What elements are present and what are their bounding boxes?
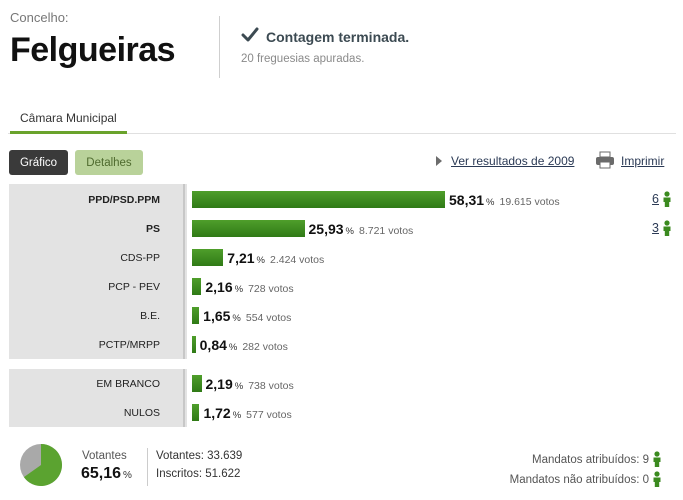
votantes-percentage: 65,16% [81, 465, 132, 483]
result-bar [192, 249, 224, 266]
person-icon [663, 220, 671, 236]
ver-resultados-2009-link[interactable]: Ver resultados de 2009 [451, 154, 575, 168]
result-pct: 0,84 [199, 337, 227, 353]
result-bar [192, 191, 445, 208]
status-subtitle: 20 freguesias apuradas. [241, 53, 365, 65]
mandatos-nao-atribuidos: Mandatos não atribuídos: 0 [509, 474, 649, 486]
result-bar [192, 307, 200, 324]
result-votos: 8.721 votos [359, 225, 414, 237]
pct-sign: % [232, 313, 241, 324]
mandatos-count[interactable]: 3 [652, 221, 659, 235]
panel-divider [183, 184, 185, 359]
party-name: NULOS [123, 407, 160, 419]
votantes-label: Votantes [82, 450, 127, 462]
status-title: Contagem terminada. [266, 29, 410, 45]
detalhes-button[interactable]: Detalhes [75, 150, 143, 175]
result-votos: 19.615 votos [499, 196, 560, 208]
party-name: B.E. [140, 310, 160, 322]
result-value: 1,65% 554 votos [203, 308, 291, 324]
result-bar [192, 336, 196, 353]
grafico-button[interactable]: Gráfico [9, 150, 68, 175]
party-name: PCP - PEV [108, 281, 160, 293]
result-votos: 577 votos [246, 409, 292, 421]
pie-icon [20, 444, 63, 486]
person-icon [653, 451, 661, 467]
imprimir-link[interactable]: Imprimir [621, 154, 665, 168]
tab-bar-divider [8, 133, 676, 134]
party-labels-panel [9, 184, 187, 359]
printer-icon[interactable] [595, 151, 615, 169]
pie-turnout-slice [23, 444, 63, 486]
pct-sign: % [232, 410, 242, 421]
pct-sign: % [256, 255, 265, 266]
tab-camara-municipal[interactable]: Câmara Municipal [10, 108, 127, 134]
concelho-label: Concelho: [10, 10, 69, 25]
result-pct: 2,19 [205, 376, 233, 392]
panel-divider [183, 369, 185, 427]
mandatos-count[interactable]: 6 [652, 192, 659, 206]
pct-sign: % [345, 226, 354, 237]
mandatos-link[interactable]: 6 [652, 192, 659, 206]
result-bar [192, 375, 202, 392]
pct-sign: % [123, 470, 132, 481]
result-bar [192, 278, 202, 295]
result-votos: 282 votos [242, 341, 288, 353]
check-icon [241, 27, 259, 42]
header-divider [219, 16, 220, 78]
result-pct: 7,21 [227, 250, 255, 266]
result-bar [192, 404, 200, 421]
party-name: CDS-PP [120, 252, 160, 264]
result-value: 2,19% 738 votos [206, 376, 294, 392]
result-bar [192, 220, 305, 237]
result-pct: 58,31 [449, 192, 485, 208]
result-pct: 1,65 [203, 308, 231, 324]
mandatos-atribuidos: Mandatos atribuídos: 9 [532, 454, 649, 466]
result-pct: 25,93 [308, 221, 344, 237]
result-votos: 738 votos [248, 380, 294, 392]
person-icon [663, 191, 671, 207]
result-votos: 554 votos [245, 312, 292, 324]
result-value: 2,16% 728 votos [205, 279, 293, 295]
footer-divider [147, 448, 148, 486]
votantes-pct-value: 65,16 [81, 465, 122, 482]
pct-sign: % [234, 284, 244, 295]
result-value: 25,93% 8.721 votos [309, 221, 414, 237]
result-value: 58,31% 19.615 votos [449, 192, 560, 208]
other-labels-panel [9, 369, 187, 427]
pct-sign: % [228, 342, 238, 353]
result-value: 7,21% 2.424 votos [227, 250, 324, 266]
result-votos: 2.424 votos [269, 254, 325, 266]
result-value: 0,84% 282 votos [200, 337, 288, 353]
party-name: PPD/PSD.PPM [88, 194, 160, 206]
person-icon [653, 471, 661, 487]
play-icon [436, 156, 442, 166]
pct-sign: % [486, 197, 495, 208]
party-name: PS [145, 223, 160, 235]
inscritos-count: Inscritos: 51.622 [156, 468, 241, 480]
result-pct: 2,16 [205, 279, 233, 295]
result-votos: 728 votos [248, 283, 294, 295]
votantes-count: Votantes: 33.639 [156, 450, 243, 462]
mandatos-link[interactable]: 3 [652, 221, 659, 235]
result-pct: 1,72 [203, 405, 231, 421]
party-name: EM BRANCO [96, 378, 160, 390]
result-value: 1,72% 577 votos [203, 405, 291, 421]
pct-sign: % [234, 381, 244, 392]
page-title: Felgueiras [10, 31, 176, 69]
party-name: PCTP/MRPP [98, 339, 160, 351]
